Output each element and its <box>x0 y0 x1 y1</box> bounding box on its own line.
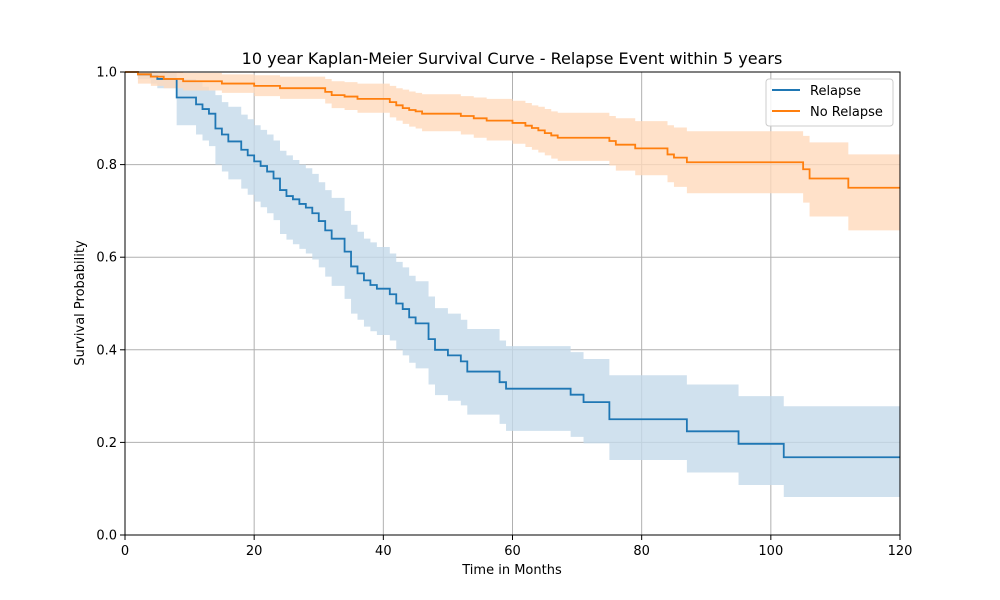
y-axis-label: Survival Probability <box>73 240 88 366</box>
confidence-bands <box>125 72 900 498</box>
y-axis-ticks: 0.0 0.2 0.4 0.6 0.8 1.0 <box>96 66 125 544</box>
x-tick-label-2: 40 <box>375 544 392 559</box>
x-axis-ticks: 0 20 40 60 80 100 120 <box>121 535 913 559</box>
y-tick-label-5: 1.0 <box>96 66 117 81</box>
y-tick-label-2: 0.4 <box>96 343 117 358</box>
x-tick-label-1: 20 <box>246 544 263 559</box>
band-no-relapse <box>125 72 900 231</box>
line-relapse <box>125 71 900 459</box>
legend: Relapse No Relapse <box>765 78 894 127</box>
x-tick-label-4: 80 <box>633 544 650 559</box>
legend-label-no-relapse: No Relapse <box>810 105 883 120</box>
x-tick-label-6: 120 <box>888 544 913 559</box>
legend-label-relapse: Relapse <box>810 84 861 99</box>
x-tick-label-5: 100 <box>758 544 783 559</box>
x-tick-label-3: 60 <box>504 544 521 559</box>
y-tick-label-4: 0.8 <box>96 158 117 173</box>
line-no-relapse <box>125 71 900 189</box>
x-tick-label-0: 0 <box>121 544 129 559</box>
chart-title: 10 year Kaplan-Meier Survival Curve - Re… <box>242 49 783 68</box>
series-lines <box>125 71 900 459</box>
y-tick-label-3: 0.6 <box>96 251 117 266</box>
band-relapse <box>125 72 900 498</box>
y-tick-label-1: 0.2 <box>96 436 117 451</box>
y-tick-label-0: 0.0 <box>96 529 117 544</box>
x-axis-label: Time in Months <box>461 563 562 578</box>
